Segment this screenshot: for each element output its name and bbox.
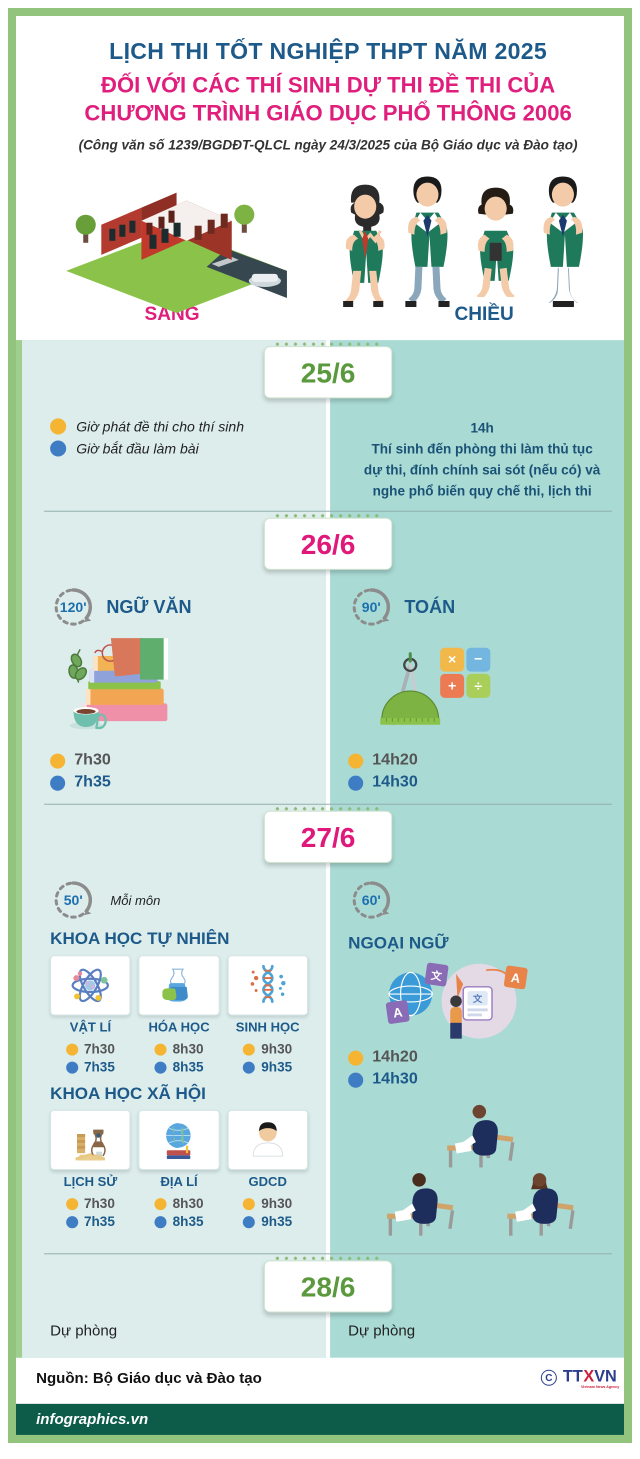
svg-text:Vietnam News Agency: Vietnam News Agency: [581, 1385, 619, 1389]
svg-text:TT: TT: [563, 1367, 583, 1385]
svg-text:X: X: [583, 1367, 594, 1385]
svg-text:×: ×: [448, 652, 456, 668]
svg-text:VN: VN: [594, 1367, 617, 1385]
svg-text:+: +: [448, 678, 456, 694]
svg-text:文: 文: [429, 969, 443, 984]
svg-text:−: −: [474, 651, 482, 667]
svg-text:÷: ÷: [474, 678, 482, 694]
svg-text:文: 文: [472, 993, 483, 1004]
